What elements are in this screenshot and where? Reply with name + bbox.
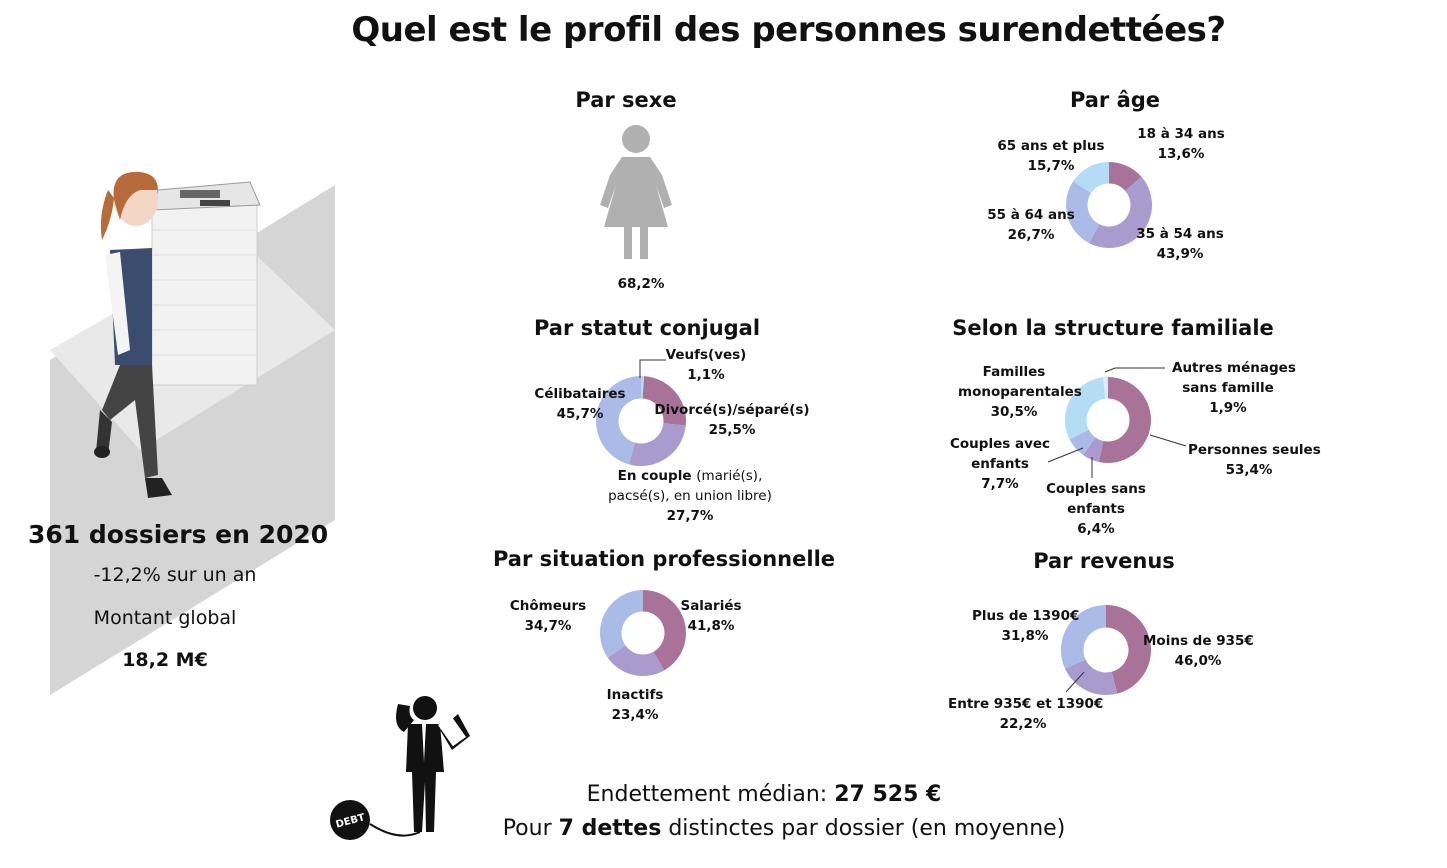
endettement-median: Endettement médian: 27 525 € xyxy=(586,782,942,807)
famille-leader-lines xyxy=(1047,367,1187,478)
montant-value: 18,2 M€ xyxy=(122,649,208,671)
age-legend-18-34: 18 à 34 ans 13,6% xyxy=(1137,126,1225,162)
revenus-slice-2 xyxy=(1061,605,1106,669)
revenus-slice-1 xyxy=(1065,659,1118,695)
conjugal-legend-celibataires: Célibataires 45,7% xyxy=(534,386,626,422)
famille-slice-4 xyxy=(1102,377,1108,399)
pro-legend-chomeurs: Chômeurs 34,7% xyxy=(509,598,587,634)
age-donut-chart xyxy=(1066,162,1152,248)
famille-donut-chart xyxy=(1065,377,1151,463)
age-slice-3 xyxy=(1073,162,1109,194)
conjugal-slice-1 xyxy=(642,376,686,426)
famille-slice-3 xyxy=(1065,377,1106,440)
section-title-revenus: Par revenus xyxy=(1033,549,1175,573)
famille-slice-2 xyxy=(1069,429,1096,456)
pro-slice-2 xyxy=(600,590,643,658)
dettes-par-dossier: Pour 7 dettes distinctes par dossier (en… xyxy=(502,816,1066,841)
conjugal-slice-0 xyxy=(641,376,645,399)
section-title-age: Par âge xyxy=(1069,88,1161,112)
revenus-donut-chart xyxy=(1061,605,1151,695)
sexe-value-label: 68,2% xyxy=(617,276,665,292)
montant-label: Montant global xyxy=(93,607,237,629)
conjugal-legend-couple: En couple (marié(s), pacsé(s), en union … xyxy=(608,468,772,524)
conjugal-slice-2 xyxy=(628,423,686,466)
age-legend-35-54: 35 à 54 ans 43,9% xyxy=(1136,226,1224,262)
woman-figure-icon xyxy=(600,125,672,259)
famille-legend-seules: Personnes seules 53,4% xyxy=(1188,442,1321,478)
revenus-legend-plus-1390: Plus de 1390€ 31,8% xyxy=(972,608,1080,644)
pro-legend-inactifs: Inactifs 23,4% xyxy=(606,687,664,723)
pro-donut-chart xyxy=(600,590,686,676)
famille-slice-0 xyxy=(1098,377,1151,463)
revenus-leader-lines xyxy=(1065,671,1085,693)
age-slice-0 xyxy=(1109,162,1142,191)
revenus-legend-entre: Entre 935€ et 1390€ 22,2% xyxy=(948,696,1104,732)
age-slice-1 xyxy=(1089,176,1152,248)
conjugal-slice-3 xyxy=(596,376,641,465)
section-title-pro: Par situation professionnelle xyxy=(492,547,836,571)
pro-slice-0 xyxy=(643,590,686,671)
revenus-legend-moins-935: Moins de 935€ 46,0% xyxy=(1143,633,1254,669)
conjugal-donut-chart xyxy=(596,376,686,466)
age-legend-55-64: 55 à 64 ans 26,7% xyxy=(987,207,1075,243)
age-legend-65-plus: 65 ans et plus 15,7% xyxy=(997,138,1105,174)
age-slice-2 xyxy=(1066,181,1100,244)
famille-legend-couples-sans: Couples sans enfants 6,4% xyxy=(1046,481,1146,537)
famille-legend-couples-avec: Couples avec enfants 7,7% xyxy=(950,436,1051,492)
dossiers-count: 361 dossiers en 2020 xyxy=(28,520,329,549)
famille-legend-autres: Autres ménages sans famille 1,9% xyxy=(1172,360,1296,416)
dossiers-variation: -12,2% sur un an xyxy=(93,564,257,586)
conjugal-veufs-leader-line xyxy=(639,359,666,378)
pro-legend-salaries: Salariés 41,8% xyxy=(680,598,742,634)
famille-slice-1 xyxy=(1083,437,1104,462)
section-title-sexe: Par sexe xyxy=(575,88,677,112)
pro-slice-1 xyxy=(607,645,665,676)
page-title: Quel est le profil des personnes surende… xyxy=(351,10,1226,50)
conjugal-legend-divorces: Divorcé(s)/séparé(s) 25,5% xyxy=(654,402,810,438)
woman-carrying-papers-illustration xyxy=(50,171,335,695)
debt-man-icon: DEBT xyxy=(330,696,470,840)
famille-legend-monoparentales: Familles monoparentales 30,5% xyxy=(958,364,1082,420)
conjugal-legend-veufs: Veufs(ves) 1,1% xyxy=(665,347,747,383)
section-title-famille: Selon la structure familiale xyxy=(952,316,1274,340)
section-title-conjugal: Par statut conjugal xyxy=(533,316,761,340)
revenus-slice-0 xyxy=(1106,605,1151,694)
